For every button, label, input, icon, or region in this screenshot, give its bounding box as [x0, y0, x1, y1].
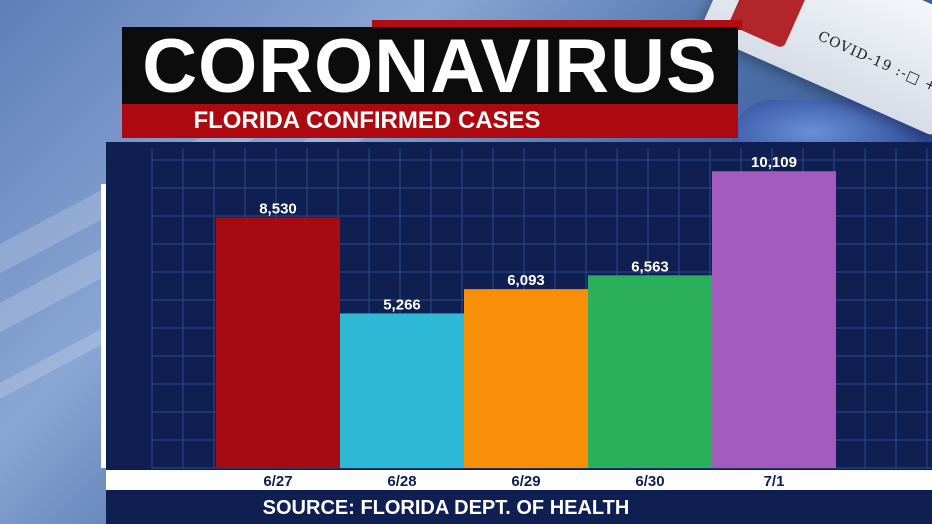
title-banner	[122, 27, 738, 107]
bar	[216, 217, 340, 468]
bar	[588, 275, 712, 468]
data-label: 5,266	[383, 296, 421, 313]
x-axis-band	[106, 470, 932, 490]
x-tick-label: 6/29	[511, 473, 540, 490]
x-tick-label: 6/27	[263, 473, 292, 490]
page-subtitle: FLORIDA CONFIRMED CASES	[193, 107, 541, 134]
bar	[712, 171, 836, 468]
bar	[340, 313, 464, 468]
data-label: 6,093	[507, 272, 545, 289]
title-accent-bar	[372, 20, 742, 30]
subtitle-banner	[122, 104, 738, 138]
x-tick-label: 6/28	[387, 473, 416, 490]
data-label: 10,109	[751, 154, 797, 171]
y-axis-line	[101, 184, 106, 468]
x-tick-label: 6/30	[635, 473, 664, 490]
page-title: CORONAVIRUS	[142, 24, 718, 109]
data-label: 8,530	[259, 201, 297, 218]
data-label: 6,563	[631, 258, 669, 275]
x-tick-label: 7/1	[764, 473, 785, 490]
source-caption: SOURCE: FLORIDA DEPT. OF HEALTH	[262, 497, 630, 519]
bar	[464, 289, 588, 468]
